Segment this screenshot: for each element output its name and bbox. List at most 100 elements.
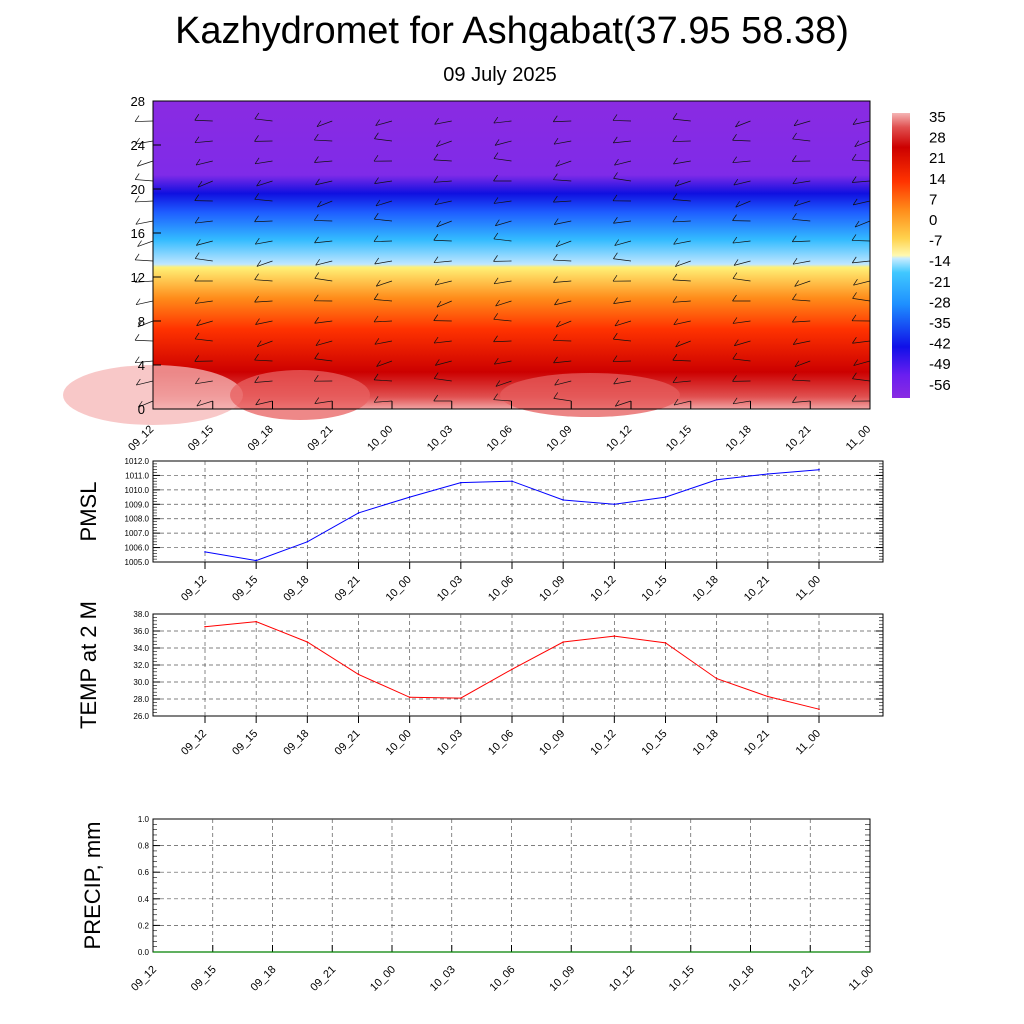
- wind-barb-flag: [435, 359, 440, 366]
- wind-barb-flag: [254, 353, 259, 361]
- wind-barb-shaft: [553, 140, 572, 145]
- wind-barb-shaft: [436, 300, 452, 308]
- wind-barb-shaft: [374, 320, 393, 323]
- y-tick-label: 1005.0: [125, 558, 150, 567]
- wind-barb-flag: [493, 197, 499, 204]
- wind-barb-flag: [314, 317, 319, 324]
- wind-barb-shaft: [553, 280, 572, 283]
- wind-barb-shaft: [553, 179, 572, 182]
- wind-barb-shaft: [556, 320, 572, 328]
- wind-barb-flag: [672, 376, 678, 383]
- x-tick-label: 10_18: [727, 964, 757, 994]
- data-point: [255, 620, 257, 623]
- wind-barb-flag: [612, 274, 618, 282]
- wind-barb-flag: [134, 115, 140, 122]
- wind-barb-shaft: [735, 120, 751, 128]
- wind-barb-shaft: [137, 160, 154, 167]
- wind-barb-flag: [137, 240, 142, 247]
- wind-barb-flag: [553, 392, 559, 399]
- wind-barb-flag: [374, 257, 379, 265]
- wind-barb-flag: [552, 334, 558, 341]
- wind-barb-flag: [254, 376, 259, 383]
- wind-barb-shaft: [613, 178, 632, 182]
- data-point: [408, 496, 411, 498]
- wind-barb-shaft: [493, 120, 512, 124]
- wind-barb-shaft: [675, 260, 691, 267]
- wind-barb-flag: [436, 140, 441, 147]
- colorbar-label: 14: [929, 171, 946, 188]
- wind-barb-flag: [851, 153, 857, 161]
- y-tick-label: 0.8: [138, 842, 150, 851]
- wind-barb-shaft: [792, 299, 811, 302]
- wind-barb-flag: [493, 174, 498, 182]
- colorbar-label: 28: [929, 130, 946, 147]
- y-tick-label: 0.0: [138, 948, 150, 957]
- data-point: [715, 478, 718, 481]
- wind-barb-flag: [254, 157, 260, 164]
- wind-barb-shaft: [254, 300, 273, 303]
- wind-barb-shaft: [195, 160, 213, 166]
- wind-barb-shaft: [553, 120, 572, 123]
- data-point: [767, 695, 769, 698]
- wind-barb-shaft: [196, 400, 213, 407]
- wind-barb-shaft: [195, 258, 213, 262]
- wind-barb-flag: [792, 315, 797, 323]
- wind-barb-shaft: [672, 220, 691, 223]
- wind-barb-shaft: [195, 338, 213, 342]
- wind-barb-flag: [135, 218, 141, 225]
- wind-barb-shaft: [672, 380, 691, 384]
- x-tick-label: 10_15: [640, 574, 670, 604]
- wind-barb-flag: [554, 298, 559, 306]
- wind-barb-shaft: [136, 300, 154, 306]
- wind-barb-flag: [852, 372, 857, 379]
- wind-barb-shaft: [553, 398, 572, 402]
- wind-barb-flag: [553, 218, 559, 225]
- wind-barb-shaft: [733, 180, 751, 186]
- wind-barb-flag: [196, 319, 201, 326]
- wind-barb-flag: [792, 177, 798, 184]
- wind-barb-shaft: [733, 260, 751, 266]
- wind-barb-flag: [555, 160, 560, 167]
- wind-barb-flag: [853, 359, 858, 366]
- wind-barb-flag: [433, 394, 439, 402]
- wind-barb-shaft: [314, 358, 333, 362]
- wind-barb-flag: [436, 220, 441, 228]
- wind-barb-shaft: [135, 220, 154, 225]
- wind-barb-flag: [851, 314, 857, 322]
- wind-barb-shaft: [853, 360, 871, 366]
- y-tick-label: 1012.0: [125, 457, 150, 466]
- wind-barb-flag: [433, 314, 439, 321]
- wind-barb-shaft: [553, 340, 572, 342]
- warm-area-1: [230, 370, 370, 420]
- wind-barb-flag: [374, 177, 379, 184]
- wind-barb-shaft: [374, 180, 393, 184]
- wind-barb-flag: [316, 120, 322, 127]
- wind-barb-shaft: [852, 180, 871, 183]
- y-tick-label: 1.0: [138, 815, 150, 824]
- wind-barb-flag: [494, 139, 500, 146]
- wind-barb-flag: [852, 292, 857, 299]
- wind-barb-shaft: [792, 180, 811, 185]
- wind-barb-shaft: [553, 200, 572, 203]
- wind-barb-shaft: [493, 238, 512, 242]
- wind-barb-flag: [254, 193, 260, 200]
- wind-barb-flag: [612, 332, 618, 340]
- wind-barb-flag: [493, 116, 499, 124]
- wind-barb-flag: [673, 238, 678, 245]
- wind-barb-shaft: [792, 240, 811, 243]
- wind-barb-shaft: [732, 278, 751, 282]
- wind-barb-flag: [732, 397, 738, 404]
- wind-barb-shaft: [194, 119, 213, 122]
- wind-barb-flag: [313, 214, 319, 221]
- wind-barb-flag: [194, 194, 200, 201]
- y-tick-label: 1010.0: [125, 486, 150, 495]
- x-tick-label: 10_06: [485, 423, 515, 453]
- wind-barb-shaft: [137, 240, 154, 247]
- wind-barb-flag: [134, 195, 140, 203]
- wind-barb-flag: [794, 280, 799, 287]
- wind-barb-shaft: [494, 140, 512, 146]
- wind-barb-flag: [792, 293, 797, 300]
- wind-barb-shaft: [614, 240, 632, 246]
- wind-barb-shaft: [314, 278, 333, 282]
- wind-barb-shaft: [195, 380, 213, 385]
